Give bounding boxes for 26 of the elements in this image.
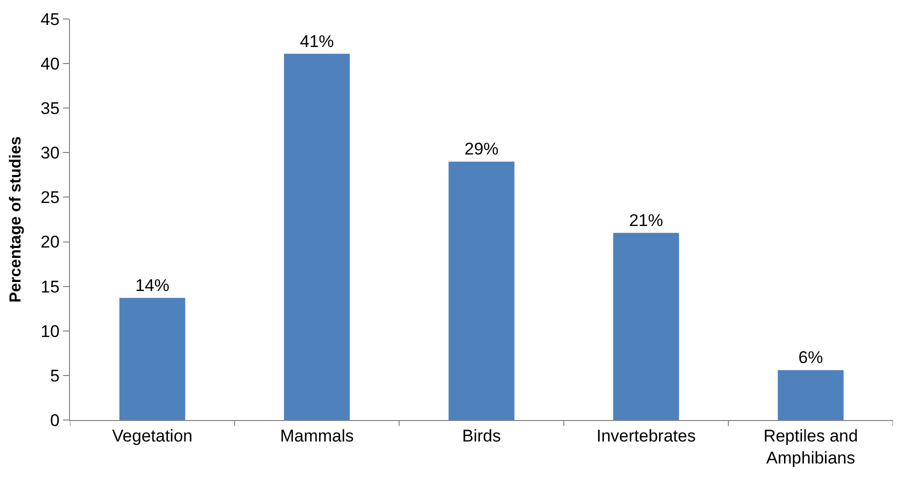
bar bbox=[613, 232, 680, 420]
x-tick-label: Vegetation bbox=[112, 426, 192, 446]
y-tick-label: 10 bbox=[40, 322, 60, 341]
y-tick-label: 0 bbox=[50, 410, 60, 430]
x-tick-label: Mammals bbox=[280, 426, 354, 446]
data-label: 29% bbox=[464, 140, 499, 159]
y-tick-label: 25 bbox=[40, 188, 60, 208]
y-tick-label: 40 bbox=[40, 54, 60, 74]
y-tick-label: 30 bbox=[40, 144, 60, 163]
data-label: 6% bbox=[798, 348, 823, 368]
y-tick-label: 35 bbox=[40, 99, 60, 118]
x-tick-label: Birds bbox=[462, 426, 501, 446]
y-tick-label: 5 bbox=[50, 366, 60, 386]
bar bbox=[778, 370, 844, 420]
bar bbox=[119, 298, 186, 420]
data-label: 21% bbox=[629, 210, 664, 230]
data-label: 14% bbox=[135, 276, 170, 295]
y-axis-title: Percentage of studies bbox=[8, 136, 25, 303]
y-tick-label: 15 bbox=[40, 277, 60, 296]
bar bbox=[284, 54, 350, 420]
x-tick-label: Reptiles and Amphibians bbox=[763, 426, 858, 468]
x-tick-label: Invertebrates bbox=[596, 426, 696, 446]
y-tick-label: 20 bbox=[40, 232, 60, 252]
bar bbox=[448, 162, 514, 420]
y-tick-label: 45 bbox=[40, 10, 60, 29]
data-label: 41% bbox=[300, 32, 334, 51]
